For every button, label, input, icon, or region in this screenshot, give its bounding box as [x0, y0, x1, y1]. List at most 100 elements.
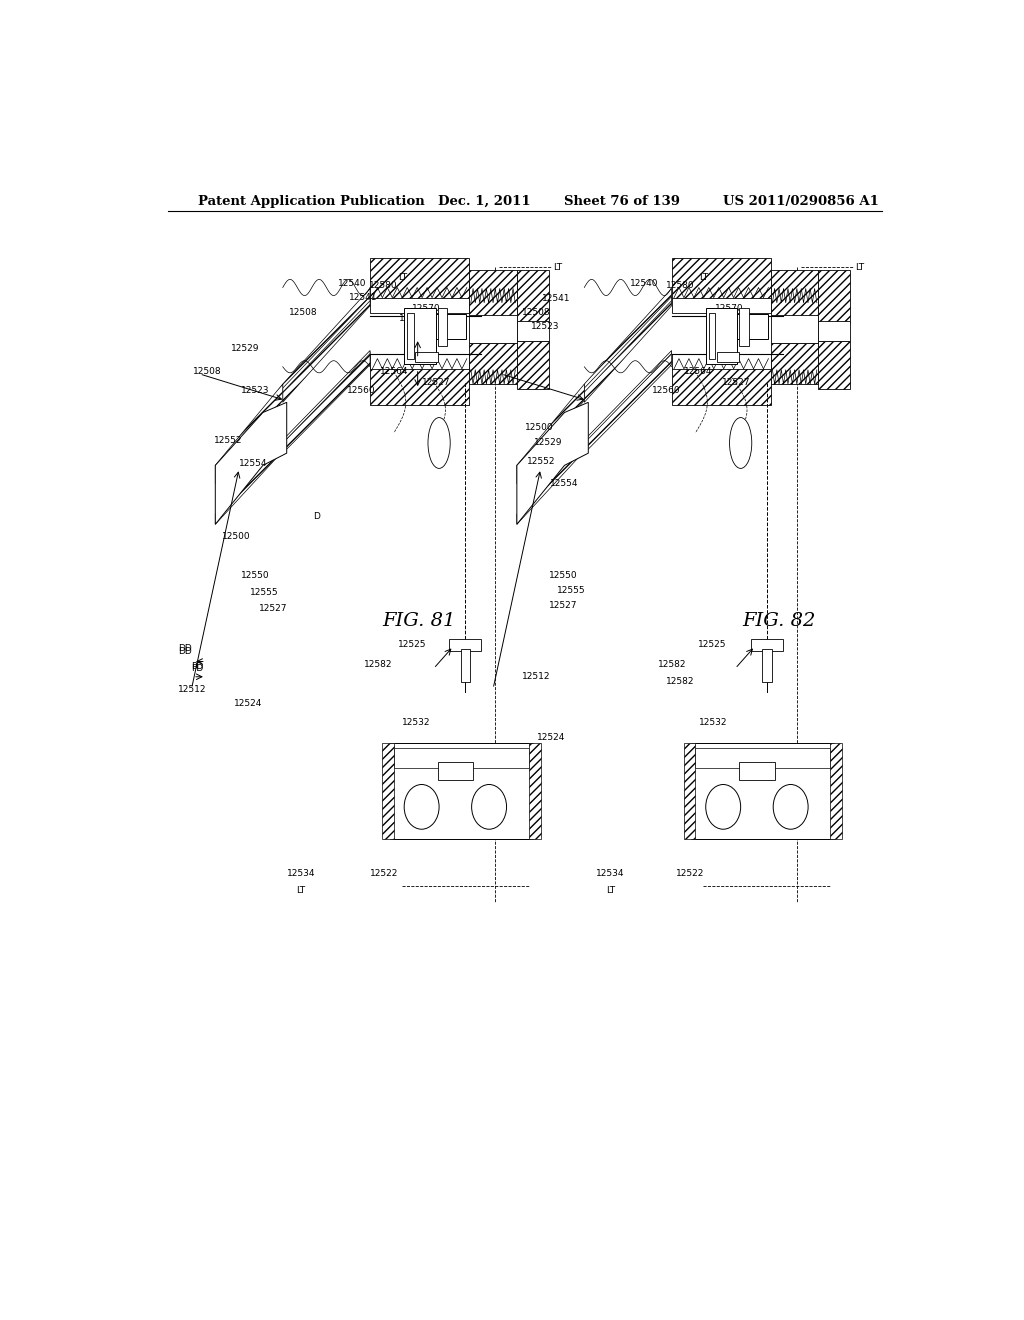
- Text: DD: DD: [178, 647, 191, 656]
- Text: 12532: 12532: [699, 718, 728, 727]
- Bar: [370, 297, 469, 313]
- Text: 12562: 12562: [706, 314, 734, 323]
- Text: LT: LT: [855, 263, 864, 272]
- Bar: [461, 649, 470, 682]
- Text: D: D: [313, 512, 319, 520]
- Text: 12580: 12580: [370, 281, 398, 290]
- Text: LT: LT: [553, 263, 562, 272]
- Polygon shape: [283, 289, 370, 403]
- Text: 12529: 12529: [535, 438, 563, 447]
- Text: LT: LT: [296, 886, 305, 895]
- Bar: [706, 308, 737, 364]
- Text: 12555: 12555: [250, 587, 279, 597]
- Text: 12508: 12508: [289, 309, 317, 317]
- Bar: [382, 743, 394, 840]
- Text: LT: LT: [606, 886, 614, 895]
- Text: 12554: 12554: [550, 479, 579, 488]
- Polygon shape: [517, 384, 585, 483]
- Text: 12570: 12570: [412, 305, 440, 313]
- Bar: [818, 321, 850, 342]
- Polygon shape: [585, 351, 672, 453]
- Text: 12512: 12512: [178, 685, 207, 694]
- Polygon shape: [585, 289, 672, 403]
- Bar: [762, 649, 772, 682]
- Text: PD: PD: [191, 664, 204, 673]
- Text: 12523: 12523: [241, 385, 269, 395]
- Bar: [695, 748, 830, 768]
- Text: 12540: 12540: [338, 279, 367, 288]
- Text: PD: PD: [191, 661, 204, 671]
- Bar: [771, 343, 818, 384]
- Text: 12522: 12522: [370, 870, 398, 878]
- Bar: [469, 315, 517, 343]
- Circle shape: [472, 784, 507, 829]
- Text: DD: DD: [178, 644, 191, 653]
- Text: 12580: 12580: [666, 281, 694, 290]
- Bar: [528, 743, 541, 840]
- Text: 12524: 12524: [537, 733, 565, 742]
- Text: Dec. 1, 2011: Dec. 1, 2011: [437, 194, 530, 207]
- Bar: [672, 297, 771, 313]
- Bar: [751, 639, 782, 651]
- Bar: [771, 315, 818, 343]
- Bar: [691, 743, 835, 840]
- Text: 12512: 12512: [521, 672, 550, 681]
- Ellipse shape: [428, 417, 451, 469]
- Bar: [717, 351, 739, 362]
- Polygon shape: [517, 441, 585, 524]
- Bar: [404, 308, 436, 364]
- Ellipse shape: [729, 417, 752, 469]
- Text: 12540: 12540: [630, 279, 658, 288]
- Text: 12564: 12564: [684, 367, 712, 376]
- Polygon shape: [283, 351, 370, 444]
- Circle shape: [706, 784, 740, 829]
- Text: 12562: 12562: [399, 314, 428, 323]
- Bar: [370, 354, 469, 368]
- Text: Sheet 76 of 139: Sheet 76 of 139: [564, 194, 681, 207]
- Bar: [818, 342, 850, 389]
- Text: 12500: 12500: [524, 424, 553, 432]
- Text: D: D: [426, 354, 432, 363]
- Bar: [739, 308, 749, 346]
- Bar: [672, 257, 771, 298]
- Polygon shape: [585, 351, 672, 444]
- Bar: [737, 314, 768, 339]
- Text: 12500: 12500: [221, 532, 250, 541]
- Bar: [830, 743, 842, 840]
- Text: Patent Application Publication: Patent Application Publication: [198, 194, 425, 207]
- Text: FIG. 82: FIG. 82: [742, 612, 815, 630]
- Text: 12508: 12508: [194, 367, 222, 376]
- Text: 12560: 12560: [347, 385, 376, 395]
- Bar: [684, 743, 695, 840]
- Text: 12550: 12550: [549, 570, 578, 579]
- Text: 12582: 12582: [658, 660, 687, 669]
- Text: 12527: 12527: [549, 601, 578, 610]
- Bar: [394, 748, 528, 768]
- Text: 12523: 12523: [531, 322, 560, 330]
- Circle shape: [773, 784, 808, 829]
- Text: 12552: 12552: [214, 437, 243, 445]
- Text: 12508: 12508: [521, 309, 550, 317]
- Text: LT: LT: [699, 273, 709, 281]
- Bar: [390, 743, 532, 840]
- Bar: [370, 367, 469, 405]
- Polygon shape: [585, 297, 672, 392]
- Bar: [672, 354, 771, 368]
- Text: 12529: 12529: [231, 345, 260, 352]
- Bar: [672, 367, 771, 405]
- Polygon shape: [283, 297, 370, 392]
- Polygon shape: [517, 403, 588, 524]
- Bar: [416, 351, 437, 362]
- Text: 12560: 12560: [652, 385, 680, 395]
- Bar: [517, 321, 549, 342]
- Text: FIG. 81: FIG. 81: [383, 612, 456, 630]
- Text: 12550: 12550: [241, 570, 269, 579]
- Bar: [517, 342, 549, 389]
- Polygon shape: [215, 403, 287, 524]
- Text: 12564: 12564: [380, 367, 409, 376]
- Text: 12524: 12524: [233, 698, 262, 708]
- Text: 12554: 12554: [240, 459, 267, 467]
- Text: 12552: 12552: [527, 457, 556, 466]
- Bar: [517, 271, 549, 323]
- Text: 12541: 12541: [543, 294, 570, 304]
